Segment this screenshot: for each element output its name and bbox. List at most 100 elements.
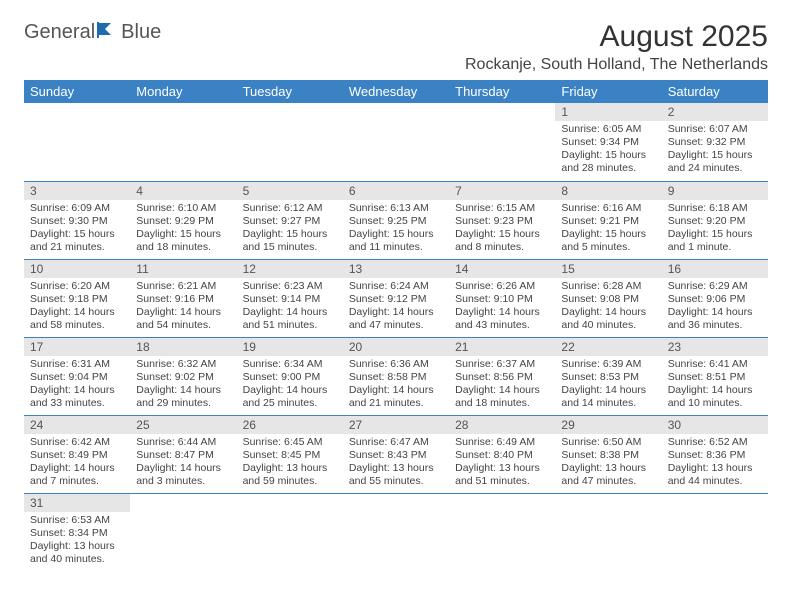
logo: General Blue <box>24 20 161 44</box>
sunset-text: Sunset: 9:34 PM <box>561 136 655 149</box>
calendar-cell: 31Sunrise: 6:53 AMSunset: 8:34 PMDayligh… <box>24 493 130 571</box>
sunrise-text: Sunrise: 6:49 AM <box>455 436 549 449</box>
day-details: Sunrise: 6:50 AMSunset: 8:38 PMDaylight:… <box>555 434 661 493</box>
calendar-cell <box>449 103 555 181</box>
calendar-cell: 26Sunrise: 6:45 AMSunset: 8:45 PMDayligh… <box>237 415 343 493</box>
daylight-text: Daylight: 14 hours and 21 minutes. <box>349 384 443 410</box>
sunset-text: Sunset: 9:14 PM <box>243 293 337 306</box>
sunset-text: Sunset: 8:51 PM <box>668 371 762 384</box>
day-details: Sunrise: 6:10 AMSunset: 9:29 PMDaylight:… <box>130 200 236 259</box>
day-number: 28 <box>449 416 555 434</box>
calendar-cell: 23Sunrise: 6:41 AMSunset: 8:51 PMDayligh… <box>662 337 768 415</box>
day-details: Sunrise: 6:16 AMSunset: 9:21 PMDaylight:… <box>555 200 661 259</box>
daylight-text: Daylight: 13 hours and 59 minutes. <box>243 462 337 488</box>
calendar-cell: 25Sunrise: 6:44 AMSunset: 8:47 PMDayligh… <box>130 415 236 493</box>
sunset-text: Sunset: 9:02 PM <box>136 371 230 384</box>
sunrise-text: Sunrise: 6:12 AM <box>243 202 337 215</box>
sunset-text: Sunset: 9:18 PM <box>30 293 124 306</box>
calendar-cell: 9 Sunrise: 6:18 AMSunset: 9:20 PMDaylight… <box>662 181 768 259</box>
sunrise-text: Sunrise: 6:09 AM <box>30 202 124 215</box>
day-details: Sunrise: 6:21 AMSunset: 9:16 PMDaylight:… <box>130 278 236 337</box>
calendar-cell: 28Sunrise: 6:49 AMSunset: 8:40 PMDayligh… <box>449 415 555 493</box>
calendar-cell: 16Sunrise: 6:29 AMSunset: 9:06 PMDayligh… <box>662 259 768 337</box>
daylight-text: Daylight: 15 hours and 15 minutes. <box>243 228 337 254</box>
daylight-text: Daylight: 14 hours and 14 minutes. <box>561 384 655 410</box>
day-number: 18 <box>130 338 236 356</box>
sunrise-text: Sunrise: 6:32 AM <box>136 358 230 371</box>
weekday-header: Tuesday <box>237 80 343 103</box>
sunset-text: Sunset: 9:16 PM <box>136 293 230 306</box>
sunrise-text: Sunrise: 6:21 AM <box>136 280 230 293</box>
calendar-cell: 22Sunrise: 6:39 AMSunset: 8:53 PMDayligh… <box>555 337 661 415</box>
sunrise-text: Sunrise: 6:39 AM <box>561 358 655 371</box>
sunrise-text: Sunrise: 6:18 AM <box>668 202 762 215</box>
sunset-text: Sunset: 8:49 PM <box>30 449 124 462</box>
sunrise-text: Sunrise: 6:05 AM <box>561 123 655 136</box>
sunrise-text: Sunrise: 6:31 AM <box>30 358 124 371</box>
day-details: Sunrise: 6:39 AMSunset: 8:53 PMDaylight:… <box>555 356 661 415</box>
day-number: 9 <box>662 182 768 200</box>
daylight-text: Daylight: 14 hours and 18 minutes. <box>455 384 549 410</box>
sunset-text: Sunset: 9:27 PM <box>243 215 337 228</box>
day-number: 15 <box>555 260 661 278</box>
calendar-cell <box>24 103 130 181</box>
calendar-cell: 18 Sunrise: 6:32 AMSunset: 9:02 PMDayligh… <box>130 337 236 415</box>
calendar-cell <box>449 493 555 571</box>
sunrise-text: Sunrise: 6:28 AM <box>561 280 655 293</box>
sunrise-text: Sunrise: 6:10 AM <box>136 202 230 215</box>
daylight-text: Daylight: 15 hours and 8 minutes. <box>455 228 549 254</box>
day-details: Sunrise: 6:31 AMSunset: 9:04 PMDaylight:… <box>24 356 130 415</box>
daylight-text: Daylight: 14 hours and 51 minutes. <box>243 306 337 332</box>
sunset-text: Sunset: 8:40 PM <box>455 449 549 462</box>
sunset-text: Sunset: 9:21 PM <box>561 215 655 228</box>
page-header: General Blue August 2025 Rockanje, South… <box>24 20 768 74</box>
daylight-text: Daylight: 15 hours and 21 minutes. <box>30 228 124 254</box>
daylight-text: Daylight: 15 hours and 18 minutes. <box>136 228 230 254</box>
calendar-cell <box>662 493 768 571</box>
day-details: Sunrise: 6:24 AMSunset: 9:12 PMDaylight:… <box>343 278 449 337</box>
sunset-text: Sunset: 9:08 PM <box>561 293 655 306</box>
weekday-header: Friday <box>555 80 661 103</box>
sunset-text: Sunset: 9:06 PM <box>668 293 762 306</box>
day-details: Sunrise: 6:20 AMSunset: 9:18 PMDaylight:… <box>24 278 130 337</box>
day-details: Sunrise: 6:29 AMSunset: 9:06 PMDaylight:… <box>662 278 768 337</box>
day-number: 22 <box>555 338 661 356</box>
daylight-text: Daylight: 15 hours and 1 minute. <box>668 228 762 254</box>
day-number: 23 <box>662 338 768 356</box>
calendar-cell: 30Sunrise: 6:52 AMSunset: 8:36 PMDayligh… <box>662 415 768 493</box>
day-number: 31 <box>24 494 130 512</box>
day-details: Sunrise: 6:49 AMSunset: 8:40 PMDaylight:… <box>449 434 555 493</box>
sunset-text: Sunset: 9:20 PM <box>668 215 762 228</box>
daylight-text: Daylight: 14 hours and 33 minutes. <box>30 384 124 410</box>
sunrise-text: Sunrise: 6:41 AM <box>668 358 762 371</box>
calendar-cell: 27Sunrise: 6:47 AMSunset: 8:43 PMDayligh… <box>343 415 449 493</box>
day-number: 21 <box>449 338 555 356</box>
sunrise-text: Sunrise: 6:15 AM <box>455 202 549 215</box>
sunset-text: Sunset: 8:53 PM <box>561 371 655 384</box>
daylight-text: Daylight: 14 hours and 29 minutes. <box>136 384 230 410</box>
day-number: 25 <box>130 416 236 434</box>
flag-icon <box>97 20 119 44</box>
calendar-cell: 20Sunrise: 6:36 AMSunset: 8:58 PMDayligh… <box>343 337 449 415</box>
day-number: 8 <box>555 182 661 200</box>
day-number: 26 <box>237 416 343 434</box>
day-number: 16 <box>662 260 768 278</box>
day-number: 3 <box>24 182 130 200</box>
daylight-text: Daylight: 14 hours and 58 minutes. <box>30 306 124 332</box>
calendar-cell: 3Sunrise: 6:09 AMSunset: 9:30 PMDaylight… <box>24 181 130 259</box>
sunset-text: Sunset: 8:34 PM <box>30 527 124 540</box>
daylight-text: Daylight: 14 hours and 43 minutes. <box>455 306 549 332</box>
calendar-week-row: 10Sunrise: 6:20 AMSunset: 9:18 PMDayligh… <box>24 259 768 337</box>
day-details: Sunrise: 6:37 AMSunset: 8:56 PMDaylight:… <box>449 356 555 415</box>
sunset-text: Sunset: 8:58 PM <box>349 371 443 384</box>
weekday-header: Thursday <box>449 80 555 103</box>
calendar-week-row: 3Sunrise: 6:09 AMSunset: 9:30 PMDaylight… <box>24 181 768 259</box>
daylight-text: Daylight: 14 hours and 40 minutes. <box>561 306 655 332</box>
day-number: 20 <box>343 338 449 356</box>
day-details: Sunrise: 6:41 AMSunset: 8:51 PMDaylight:… <box>662 356 768 415</box>
day-details: Sunrise: 6:05 AMSunset: 9:34 PMDaylight:… <box>555 121 661 180</box>
day-number: 6 <box>343 182 449 200</box>
daylight-text: Daylight: 13 hours and 55 minutes. <box>349 462 443 488</box>
calendar-cell <box>130 103 236 181</box>
day-number: 14 <box>449 260 555 278</box>
